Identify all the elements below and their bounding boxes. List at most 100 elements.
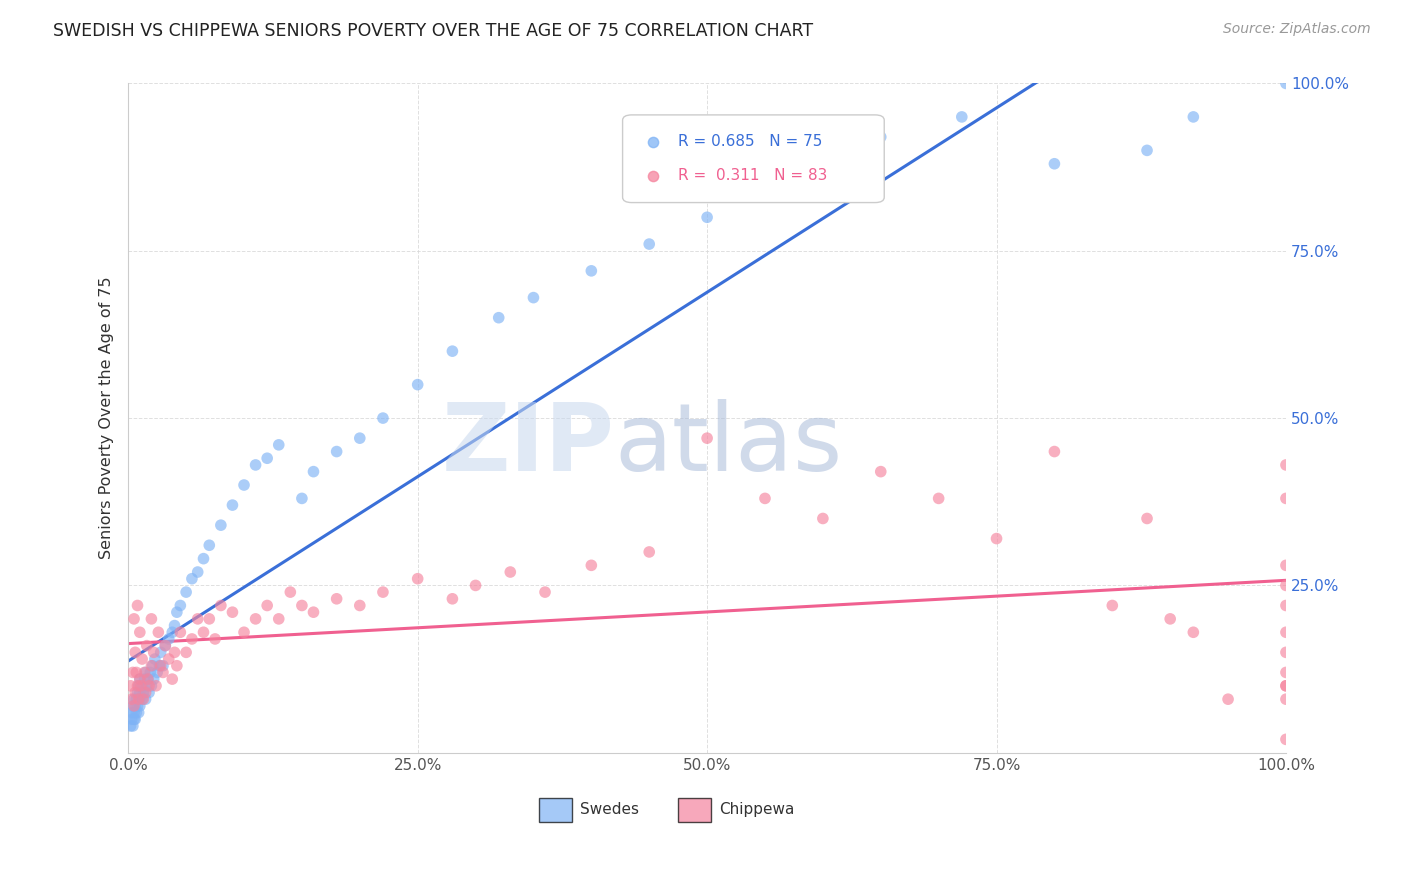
Point — [149, 645, 172, 659]
Point — [127, 698, 149, 713]
Text: SWEDISH VS CHIPPEWA SENIORS POVERTY OVER THE AGE OF 75 CORRELATION CHART: SWEDISH VS CHIPPEWA SENIORS POVERTY OVER… — [53, 22, 814, 40]
Point — [522, 291, 544, 305]
Point — [441, 344, 464, 359]
Point — [146, 665, 169, 680]
Point — [132, 692, 155, 706]
Point — [406, 572, 429, 586]
Point — [162, 625, 184, 640]
Text: R = 0.685   N = 75: R = 0.685 N = 75 — [678, 135, 823, 149]
Point — [135, 692, 157, 706]
Y-axis label: Seniors Poverty Over the Age of 75: Seniors Poverty Over the Age of 75 — [100, 277, 114, 559]
Text: Swedes: Swedes — [579, 802, 638, 817]
Point — [641, 169, 664, 183]
Point — [124, 712, 146, 726]
Point — [811, 157, 834, 171]
Point — [291, 491, 314, 506]
Point — [267, 612, 290, 626]
Point — [142, 658, 165, 673]
Point — [193, 625, 215, 640]
Point — [135, 679, 157, 693]
Point — [174, 645, 197, 659]
Point — [142, 672, 165, 686]
Point — [1043, 444, 1066, 458]
Point — [166, 605, 188, 619]
Point — [233, 625, 256, 640]
Point — [138, 679, 160, 693]
Point — [302, 605, 325, 619]
Point — [754, 177, 776, 191]
Point — [128, 706, 150, 720]
Point — [121, 706, 143, 720]
Point — [135, 685, 157, 699]
Point — [181, 572, 204, 586]
Point — [127, 685, 149, 699]
Point — [1043, 157, 1066, 171]
Point — [1275, 77, 1298, 91]
Point — [157, 632, 180, 646]
Point — [1182, 625, 1205, 640]
FancyBboxPatch shape — [678, 797, 710, 822]
Point — [138, 685, 160, 699]
Point — [950, 110, 973, 124]
Point — [441, 591, 464, 606]
Point — [141, 612, 163, 626]
Point — [204, 632, 226, 646]
Point — [149, 658, 172, 673]
Point — [1275, 692, 1298, 706]
Point — [128, 685, 150, 699]
Point — [1275, 599, 1298, 613]
Point — [134, 672, 156, 686]
Point — [120, 719, 142, 733]
Text: Chippewa: Chippewa — [718, 802, 794, 817]
Point — [233, 478, 256, 492]
Point — [128, 672, 150, 686]
Point — [124, 685, 146, 699]
Point — [155, 639, 177, 653]
Point — [245, 458, 267, 472]
Point — [128, 625, 150, 640]
Point — [581, 264, 603, 278]
Point — [141, 658, 163, 673]
Point — [464, 578, 486, 592]
Point — [1275, 558, 1298, 573]
Text: Source: ZipAtlas.com: Source: ZipAtlas.com — [1223, 22, 1371, 37]
Point — [169, 625, 191, 640]
Point — [488, 310, 510, 325]
Point — [499, 565, 522, 579]
Point — [325, 591, 347, 606]
Point — [122, 719, 145, 733]
Point — [209, 518, 232, 533]
Point — [157, 652, 180, 666]
Point — [174, 585, 197, 599]
Text: atlas: atlas — [614, 399, 842, 491]
Point — [869, 465, 891, 479]
Point — [131, 679, 153, 693]
Point — [152, 665, 174, 680]
Point — [638, 237, 661, 252]
Point — [209, 599, 232, 613]
Point — [534, 585, 557, 599]
Point — [641, 135, 664, 149]
Point — [122, 706, 145, 720]
Point — [139, 665, 162, 680]
Point — [181, 632, 204, 646]
Point — [128, 679, 150, 693]
Point — [122, 665, 145, 680]
Point — [198, 538, 221, 552]
Point — [986, 532, 1008, 546]
Point — [128, 692, 150, 706]
Text: R =  0.311   N = 83: R = 0.311 N = 83 — [678, 169, 828, 183]
Point — [121, 712, 143, 726]
Point — [1275, 625, 1298, 640]
Point — [267, 438, 290, 452]
Point — [869, 130, 891, 145]
Point — [1159, 612, 1181, 626]
Point — [136, 672, 159, 686]
Point — [349, 599, 371, 613]
Point — [1275, 665, 1298, 680]
Point — [141, 679, 163, 693]
Point — [125, 665, 148, 680]
Point — [696, 211, 718, 225]
Point — [131, 692, 153, 706]
Point — [291, 599, 314, 613]
